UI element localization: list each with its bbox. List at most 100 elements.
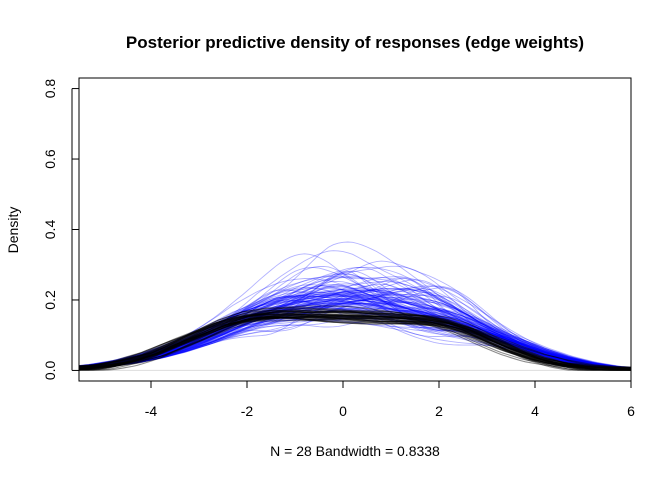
replicated-density-line (78, 267, 632, 370)
replicated-density-line (78, 295, 632, 369)
replicated-density-line (78, 306, 632, 370)
density-curves (78, 241, 632, 371)
replicated-density-line (78, 287, 632, 370)
replicated-density-line (79, 270, 632, 369)
replicated-density-line (78, 300, 631, 370)
x-tick-label: 2 (435, 403, 443, 419)
replicated-density-line (78, 300, 632, 370)
replicated-density-line (78, 287, 631, 369)
replicated-density-line (78, 288, 632, 370)
replicated-density-line (79, 285, 632, 369)
replicated-density-line (78, 285, 632, 369)
replicated-density-line (79, 297, 632, 369)
y-tick-label: 0.6 (42, 149, 58, 169)
replicated-density-line (78, 298, 631, 370)
replicated-density-line (79, 309, 632, 369)
replicated-density-line (78, 301, 631, 370)
observed-density-line (78, 315, 631, 371)
replicated-density-line (78, 284, 631, 370)
observed-density-line (78, 316, 631, 371)
observed-density-line (78, 313, 631, 371)
y-axis: 0.0 0.2 0.4 0.6 0.8 (42, 79, 79, 380)
replicated-density-line (78, 294, 631, 370)
replicated-density-line (79, 266, 632, 369)
observed-density-line (78, 318, 632, 370)
observed-density-line (78, 314, 632, 371)
observed-density-line (78, 313, 631, 371)
replicated-density-line (78, 305, 632, 370)
replicated-density-line (78, 288, 632, 369)
replicated-density-line (78, 288, 632, 369)
replicated-density-line (78, 306, 631, 370)
observed-density-line (78, 315, 632, 371)
replicated-density-line (79, 299, 632, 369)
replicated-density-line (78, 294, 631, 369)
observed-density-line (78, 315, 632, 369)
replicated-density-line (79, 292, 632, 369)
observed-density-line (78, 305, 632, 371)
replicated-density-line (79, 309, 632, 369)
observed-density-line (78, 313, 632, 370)
replicated-density-line (79, 305, 632, 369)
replicated-density-line (79, 303, 632, 369)
replicated-density-line (79, 273, 632, 369)
replicated-density-line (78, 295, 632, 370)
replicated-density-line (78, 290, 632, 370)
observed-density-line (78, 315, 631, 371)
replicated-density-line (78, 315, 632, 370)
replicated-density-line (79, 267, 632, 369)
replicated-density-line (78, 295, 631, 370)
replicated-density-line (78, 299, 632, 370)
replicated-density-line (78, 279, 631, 369)
y-axis-label: Density (5, 207, 21, 254)
replicated-density-line (78, 307, 631, 370)
replicated-density-line (79, 289, 632, 369)
replicated-density-line (78, 303, 631, 370)
replicated-density-line (78, 284, 631, 369)
observed-density-line (78, 310, 632, 371)
replicated-density-line (79, 316, 632, 369)
replicated-density-line (78, 288, 631, 370)
x-axis-label: N = 28 Bandwidth = 0.8338 (270, 443, 440, 459)
observed-density-line (78, 313, 632, 370)
observed-density-line (78, 311, 631, 371)
observed-density-line (79, 317, 632, 371)
replicated-density-line (79, 305, 632, 369)
replicated-density-line (78, 291, 632, 370)
replicated-density-line (79, 313, 632, 369)
y-tick-label: 0.4 (42, 220, 58, 240)
replicated-density-line (78, 299, 632, 369)
replicated-density-line (78, 278, 631, 369)
replicated-density-line (78, 301, 631, 370)
replicated-density-line (79, 299, 632, 369)
replicated-density-line (78, 289, 631, 369)
y-tick-label: 0.0 (42, 360, 58, 380)
replicated-density-line (78, 294, 631, 369)
x-axis: -4 -2 0 2 4 6 (145, 381, 635, 419)
observed-density-line (78, 314, 632, 370)
replicated-density-line (78, 307, 632, 370)
replicated-density-line (79, 297, 632, 368)
observed-density-line (78, 316, 632, 371)
replicated-density-line (79, 292, 632, 369)
replicated-density-line (79, 278, 632, 369)
replicated-density-line (78, 293, 631, 369)
replicated-density-line (78, 296, 631, 370)
replicated-density-line (79, 250, 632, 369)
observed-density-line (78, 310, 632, 371)
replicated-density-line (79, 298, 632, 369)
observed-density-line (78, 317, 631, 371)
observed-density-line (78, 311, 632, 370)
replicated-density-line (78, 265, 631, 370)
observed-density-line (79, 316, 631, 371)
replicated-density-line (78, 287, 632, 369)
observed-density-line (78, 316, 632, 371)
replicated-density-line (78, 294, 632, 369)
observed-density-line (78, 314, 631, 371)
replicated-density-line (79, 286, 632, 370)
observed-density-line (78, 313, 632, 371)
observed-density-line (78, 309, 632, 371)
replicated-density-line (78, 301, 632, 369)
replicated-density-line (78, 260, 631, 369)
